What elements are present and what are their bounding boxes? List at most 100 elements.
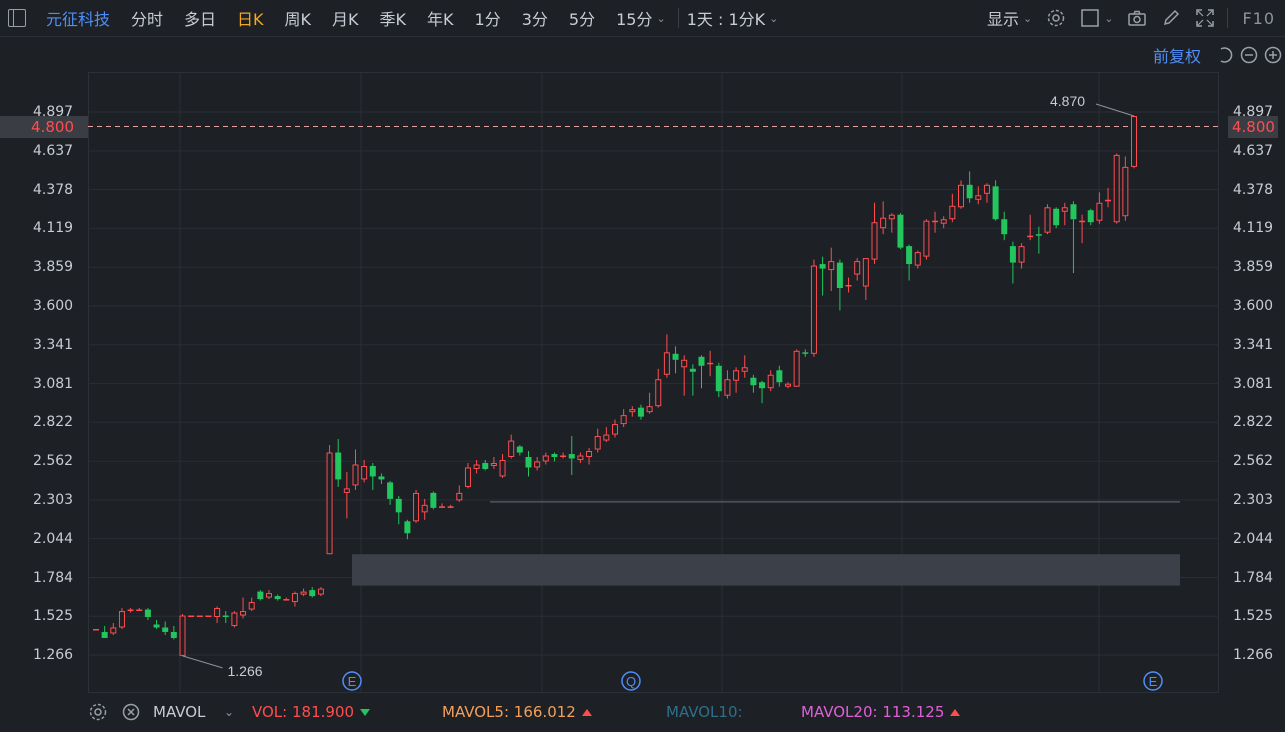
sidebar-toggle-icon[interactable] <box>8 9 26 27</box>
gap-zone <box>352 554 1180 586</box>
checkbox-icon[interactable] <box>1080 8 1100 28</box>
candle-body <box>1061 207 1068 212</box>
candle-body <box>1027 235 1034 238</box>
candle-body <box>430 492 437 508</box>
candle-body <box>940 219 947 224</box>
tab-duori[interactable]: 多日 <box>184 10 217 29</box>
candle-body <box>724 379 731 396</box>
y-axis-tick: 3.081 <box>33 375 74 392</box>
interval-select[interactable]: 1天 : 1分K <box>686 10 766 29</box>
candle-body <box>179 615 186 656</box>
candle-body <box>240 611 247 616</box>
toolbar-right: 显示 ⌄ ⌄ F10 <box>971 0 1285 36</box>
chevron-down-icon[interactable]: ⌄ <box>656 11 666 25</box>
tab-week-k[interactable]: 周K <box>284 10 312 29</box>
candle-body <box>637 407 644 417</box>
high-pointer <box>1095 103 1135 117</box>
fullscreen-icon[interactable] <box>1195 8 1215 28</box>
gear-icon[interactable] <box>88 702 108 722</box>
mavol20-readout: MAVOL20: 113.125 <box>801 697 961 727</box>
candle-body <box>439 506 445 508</box>
candle-body <box>560 455 567 458</box>
candle-body <box>819 264 826 269</box>
candle-body <box>759 382 766 389</box>
close-icon[interactable] <box>121 702 141 722</box>
candle-body <box>222 615 229 618</box>
candlestick-chart[interactable]: 4.870 1.266 E Q E <box>0 0 1285 700</box>
tab-15min[interactable]: 15分 <box>616 10 653 29</box>
candle-body <box>188 615 195 618</box>
candle-body <box>854 261 861 275</box>
y-axis-tick: 3.859 <box>1233 259 1274 276</box>
candle-body <box>1131 116 1137 167</box>
y-axis-tick: 4.637 <box>33 142 74 159</box>
zoom-out-icon[interactable] <box>1239 45 1259 65</box>
chart-area[interactable] <box>88 72 1219 693</box>
candle-body <box>464 467 471 487</box>
candle-body <box>196 615 203 618</box>
candle-body <box>1096 202 1103 221</box>
svg-text:E: E <box>1149 674 1158 689</box>
candle-body <box>698 356 705 366</box>
candle-body <box>274 596 281 600</box>
candle-body <box>300 591 307 595</box>
pencil-icon[interactable] <box>1161 8 1181 28</box>
candle-body <box>966 184 973 199</box>
y-axis-tick: 1.266 <box>1233 647 1274 663</box>
tab-5min[interactable]: 5分 <box>568 10 596 29</box>
chevron-down-icon[interactable]: ⌄ <box>1104 11 1114 25</box>
tab-3min[interactable]: 3分 <box>521 10 548 29</box>
event-marker-2[interactable]: Q <box>621 671 641 691</box>
candle-body <box>949 205 956 220</box>
candle-body <box>153 624 160 628</box>
candle-body <box>266 593 272 598</box>
mavol5-readout: MAVOL5: 166.012 <box>442 697 592 727</box>
f10-button[interactable]: F10 <box>1242 8 1275 28</box>
candle-body <box>776 370 783 383</box>
candle-body <box>862 258 869 287</box>
candle-body <box>1113 154 1120 223</box>
tab-day-k[interactable]: 日K <box>237 10 264 29</box>
y-axis-tick: 4.378 <box>33 181 74 198</box>
indicator-select[interactable]: MAVOL <box>153 703 206 721</box>
gear-icon[interactable] <box>1046 8 1066 28</box>
zoom-in-icon[interactable] <box>1263 45 1283 65</box>
candle-body <box>413 492 420 522</box>
y-axis-tick: 1.784 <box>1233 569 1274 586</box>
candle-body <box>672 353 679 360</box>
tab-1min[interactable]: 1分 <box>474 10 501 29</box>
high-label: 4.870 <box>1050 93 1085 109</box>
candle-body <box>577 455 584 460</box>
tab-quarter-k[interactable]: 季K <box>379 10 407 29</box>
candle-body <box>1122 166 1129 217</box>
candle-body <box>620 415 627 425</box>
event-marker-3[interactable]: E <box>1143 671 1163 691</box>
undo-icon[interactable] <box>1215 45 1235 65</box>
candle-body <box>421 504 428 513</box>
y-axis-tick: 4.637 <box>1233 142 1274 159</box>
chevron-down-icon[interactable]: ⌄ <box>224 705 235 719</box>
adjust-mode-button[interactable]: 前复权 <box>1152 47 1201 66</box>
display-menu-button[interactable]: 显示 <box>986 10 1019 29</box>
candle-body <box>525 457 532 468</box>
candle-body <box>257 591 264 600</box>
tab-fenshi[interactable]: 分时 <box>131 10 164 29</box>
candle-body <box>932 220 939 223</box>
chevron-down-icon[interactable]: ⌄ <box>769 11 779 25</box>
y-axis-tick: 3.081 <box>1233 375 1274 392</box>
candle-body <box>1001 219 1008 235</box>
candle-body <box>499 459 506 477</box>
y-axis-tick: 2.044 <box>1233 530 1274 547</box>
vol-readout: VOL: 181.900 <box>252 697 371 727</box>
vol-label: VOL: <box>252 703 288 721</box>
chevron-down-icon[interactable]: ⌄ <box>1023 11 1033 25</box>
camera-icon[interactable] <box>1127 8 1147 28</box>
stock-name[interactable]: 元征科技 <box>46 10 111 29</box>
tab-year-k[interactable]: 年K <box>427 10 454 29</box>
tab-month-k[interactable]: 月K <box>332 10 359 29</box>
event-marker-1[interactable]: E <box>342 671 362 691</box>
candle-body <box>144 609 151 618</box>
y-axis-tick: 1.525 <box>1233 608 1274 625</box>
candle-body <box>127 609 134 612</box>
candle-body <box>231 612 238 626</box>
